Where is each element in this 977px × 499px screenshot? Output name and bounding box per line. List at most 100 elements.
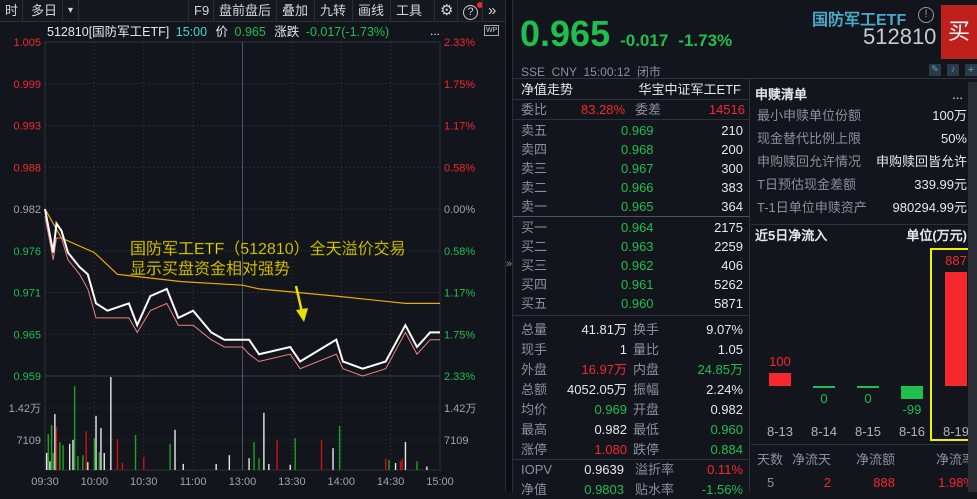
stat-label: 换手 [633,322,660,337]
net-inflow-bar [945,272,967,386]
volume-bar [404,442,407,470]
change-value: -0.017(-1.73%) [305,25,390,39]
tools-button[interactable]: 工具 [390,0,427,22]
volume-bar [268,463,270,470]
add-icon[interactable]: + [965,64,977,76]
volume-bar [45,452,48,470]
volume-bar [82,455,84,470]
volume-bar [68,443,71,470]
volume-bar [388,459,390,470]
creation-item-label: 现金替代比例上限 [757,131,862,146]
net-inflow-date: 8-16 [898,424,926,439]
iopv-label: 净值 [521,482,548,497]
help-icon[interactable]: ? [457,0,483,22]
draw-line-button[interactable]: 画线 [352,0,389,22]
edit-icon[interactable]: ✎ [929,64,941,76]
net-inflow-title: 近5日净流入 [755,228,828,243]
order-ratio-label: 委比 [521,102,548,117]
net-inflow-bar [857,386,879,388]
stat-label: 开盘 [633,402,660,417]
volume-bar [55,427,58,470]
intraday-chart[interactable]: 1.005 2.33% 0.999 1.75% 0.993 1.17% 0.988 0.58%… [0,0,505,492]
stat-value: 1 [619,342,627,357]
volume-bar [384,458,387,470]
ask-volume: 300 [721,161,743,176]
volume-bar [134,435,137,470]
more-button[interactable]: ... [430,24,441,38]
net-inflow-value: 100 [769,354,791,370]
pct-tick-label: 1.17% [444,121,475,133]
stat-label: 跌停 [633,442,660,457]
ask-level-label: 卖一 [521,199,548,214]
volume-bar [54,414,56,470]
info-icon[interactable]: ! [918,7,934,23]
overlay-button[interactable]: 叠加 [276,0,313,22]
volume-bar [116,439,119,470]
volume-bar [100,428,102,470]
bell-icon[interactable]: ♪ [947,64,959,76]
change-label: 涨跌 [274,25,300,39]
price-tick-label: 0.976 [13,246,41,258]
expand-arrow-icon[interactable]: » [506,258,513,270]
net-inflow-value: 887 [945,253,967,268]
order-diff-value: 14516 [708,102,745,117]
net-inflow-bar [769,373,791,386]
stat-label: 内盘 [633,362,660,377]
volume-bar [103,452,105,470]
volume-bar [50,425,53,470]
price-change: -0.017 [620,31,669,50]
stat-label: 量比 [633,342,660,357]
bid-level-label: 买二 [521,239,548,254]
time-tick-label: 11:00 [180,476,207,488]
time-tick-label: 14:00 [327,476,355,488]
iopv-label: 贴水率 [635,482,675,497]
nine-turn-button[interactable]: 九转 [314,0,351,22]
creation-column: 申赎清单... 最小申赎单位份额 100万 现金替代比例上限 50% 申购赎回允许情况 申购… [751,0,977,492]
volume-bar [49,461,51,470]
security-code-large: 512810 [863,24,937,49]
volume-tick-label: 7109 [17,435,41,447]
order-diff-label: 委差 [635,102,662,117]
bid-price: 0.963 [621,239,654,254]
order-book-column: 净值走势 华宝中证军工ETF 委比 83.28% 委差 14516 卖五 0.969 210 卖四… [513,0,749,497]
stat-value: 2.24% [706,382,743,397]
average-price-line [44,208,440,304]
scrollbar[interactable] [968,82,977,492]
ask-level-label: 卖五 [521,123,548,138]
volume-bar [93,438,96,470]
net-inflow-unit: 单位(万元) [906,228,967,243]
bid-price: 0.961 [621,277,654,292]
volume-bar [289,464,291,470]
iopv-value: 0.9803 [584,482,624,497]
price-line [44,208,440,370]
gear-icon[interactable]: ⚙ [434,0,458,22]
volume-bar [62,445,64,470]
ask-level-label: 卖三 [521,161,548,176]
price-value: 0.965 [234,25,266,39]
volume-bar [320,439,323,470]
dropdown-icon[interactable]: ▾ [62,0,80,22]
time-tick-label: 09:30 [31,476,59,488]
pre-post-market-button[interactable]: 盘前盘后 [213,0,276,22]
expand-icon[interactable]: » [482,0,501,22]
tab-multi-day[interactable]: 多日 [22,0,65,22]
wp-icon[interactable]: WP [484,25,500,36]
panel-splitter[interactable]: » [505,0,513,492]
volume-bar [248,458,250,470]
stat-label: 总量 [521,322,548,337]
net-inflow-date: 8-14 [810,424,838,439]
chart-toolbar: 时 多日 ▾ F9 盘前盘后 叠加 九转 画线 工具 ⚙ ? » [0,0,505,22]
tab-intraday[interactable]: 时 [5,3,19,18]
flow-summary-value: 5 [767,475,775,490]
creation-item-value: 50% [940,131,967,146]
volume-bar [215,463,217,470]
net-inflow-value: 0 [864,390,872,406]
flow-summary-value: 888 [873,475,895,490]
ask-price: 0.967 [621,161,654,176]
stat-value: 24.85万 [697,362,743,377]
stat-value: 0.884 [710,442,743,457]
f9-button[interactable]: F9 [188,0,214,22]
stat-value: 0.969 [594,402,627,417]
buy-button[interactable]: 买 [941,5,977,59]
bid-level-label: 买五 [521,296,548,311]
